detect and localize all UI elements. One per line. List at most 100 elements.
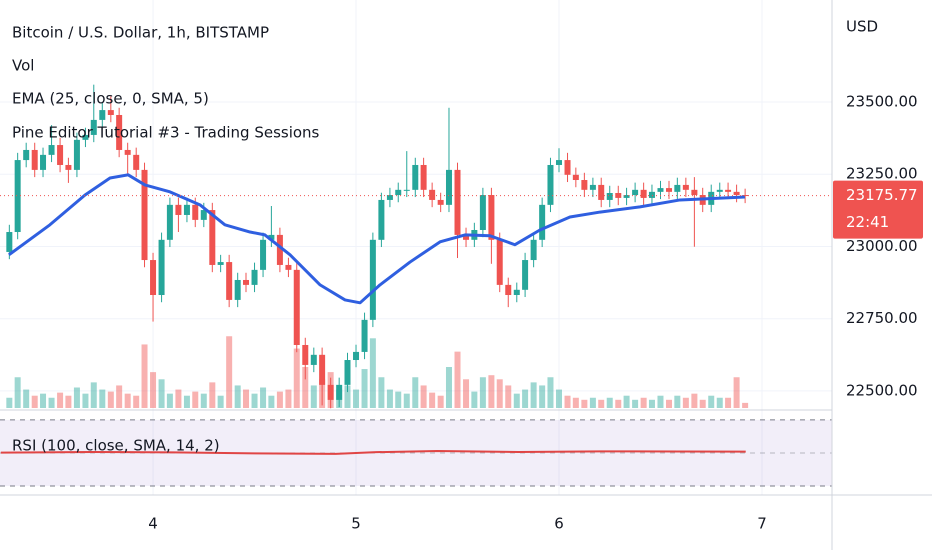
candles — [6, 84, 749, 409]
candle-body — [437, 199, 444, 205]
candle-body — [513, 289, 520, 296]
x-tick-label: 5 — [351, 515, 361, 533]
volume-bar — [640, 397, 647, 408]
candle-body — [124, 149, 131, 155]
x-tick-label: 7 — [757, 515, 767, 533]
candle-body — [530, 239, 537, 261]
candle-body — [293, 269, 300, 345]
candle-body — [640, 189, 647, 198]
candle-body — [73, 139, 80, 170]
last-price-label: 23175.77 — [846, 186, 918, 204]
candle-body — [276, 234, 283, 265]
volume-bar — [437, 395, 444, 408]
candle-body — [522, 260, 529, 290]
candle-body — [40, 154, 47, 170]
volume-bar — [708, 395, 715, 408]
candle-body — [48, 145, 55, 155]
candle-body — [454, 169, 461, 235]
volume-bar — [463, 379, 470, 408]
candle-body — [623, 195, 630, 198]
candle-body — [57, 145, 64, 165]
candle-body — [361, 319, 368, 352]
candle-body — [742, 195, 749, 197]
volume-bar — [166, 393, 173, 408]
candle-body — [657, 188, 664, 192]
volume-bar — [555, 389, 562, 408]
volume-bar — [564, 395, 571, 408]
candle-body — [302, 344, 309, 365]
volume-bar — [403, 393, 410, 408]
candle-body — [166, 204, 173, 240]
candle-body — [260, 239, 267, 270]
candle-body — [327, 384, 334, 400]
candle-body — [234, 279, 241, 300]
candle-body — [150, 260, 157, 296]
ema-line — [8, 173, 745, 305]
candle-body — [420, 164, 427, 190]
candle-body — [200, 210, 207, 220]
candle-body — [209, 210, 216, 265]
x-tick-label: 4 — [148, 515, 158, 533]
volume-bar — [378, 377, 385, 408]
volume-bar — [606, 397, 613, 408]
volume-bar — [725, 397, 732, 408]
candle-body — [99, 110, 106, 120]
volume-bar — [31, 395, 38, 408]
volume-bar — [302, 367, 309, 408]
volume-bar — [353, 389, 360, 408]
volume-bar — [293, 348, 300, 408]
candle-body — [336, 384, 343, 400]
volume-bar — [445, 367, 452, 408]
candle-body — [133, 154, 140, 170]
volume-bar — [183, 395, 190, 408]
candle-body — [581, 180, 588, 190]
candle-body — [564, 160, 571, 175]
candle-body — [666, 188, 673, 192]
volume-bar — [234, 385, 241, 408]
volume-bar — [716, 397, 723, 408]
candle-body — [572, 174, 579, 181]
candle-body — [496, 239, 503, 285]
volume-bar — [23, 389, 30, 408]
candle-body — [251, 269, 258, 285]
volume-bar — [251, 393, 258, 408]
volume-bar — [429, 392, 436, 408]
volume-bar — [420, 385, 427, 408]
y-tick-label: 23000.00 — [846, 237, 918, 255]
volume-bar — [699, 399, 706, 408]
volume-bar — [107, 391, 114, 408]
volume-bar — [505, 385, 512, 408]
candle-body — [158, 239, 165, 296]
candle-body — [65, 164, 72, 170]
volume-bar — [217, 395, 224, 408]
candle-body — [192, 204, 199, 220]
volume-bar — [82, 393, 89, 408]
candle-body — [403, 189, 410, 191]
volume-bar — [65, 395, 72, 408]
candle-body — [319, 354, 326, 385]
candle-body — [369, 239, 376, 320]
volume-bar — [6, 397, 13, 408]
candle-body — [716, 189, 723, 192]
volume-bar — [547, 377, 554, 408]
candle-body — [725, 189, 732, 192]
volume-bar — [539, 385, 546, 408]
volume-bar — [589, 397, 596, 408]
volume-bar — [260, 387, 267, 408]
candle-body — [31, 149, 38, 170]
volume-bar — [175, 389, 182, 408]
volume-bar — [623, 395, 630, 408]
volume-bar — [73, 387, 80, 408]
candle-body — [674, 184, 681, 192]
volume-bar — [200, 393, 207, 408]
volume-bar — [158, 379, 165, 408]
candle-body — [682, 184, 689, 190]
volume-bar — [14, 377, 21, 408]
volume-bar — [522, 389, 529, 408]
volume-bar — [209, 382, 216, 408]
rsi-line — [0, 450, 746, 455]
volume-bar — [192, 391, 199, 408]
volume-bar — [412, 377, 419, 408]
y-tick-label: 22750.00 — [846, 309, 918, 327]
